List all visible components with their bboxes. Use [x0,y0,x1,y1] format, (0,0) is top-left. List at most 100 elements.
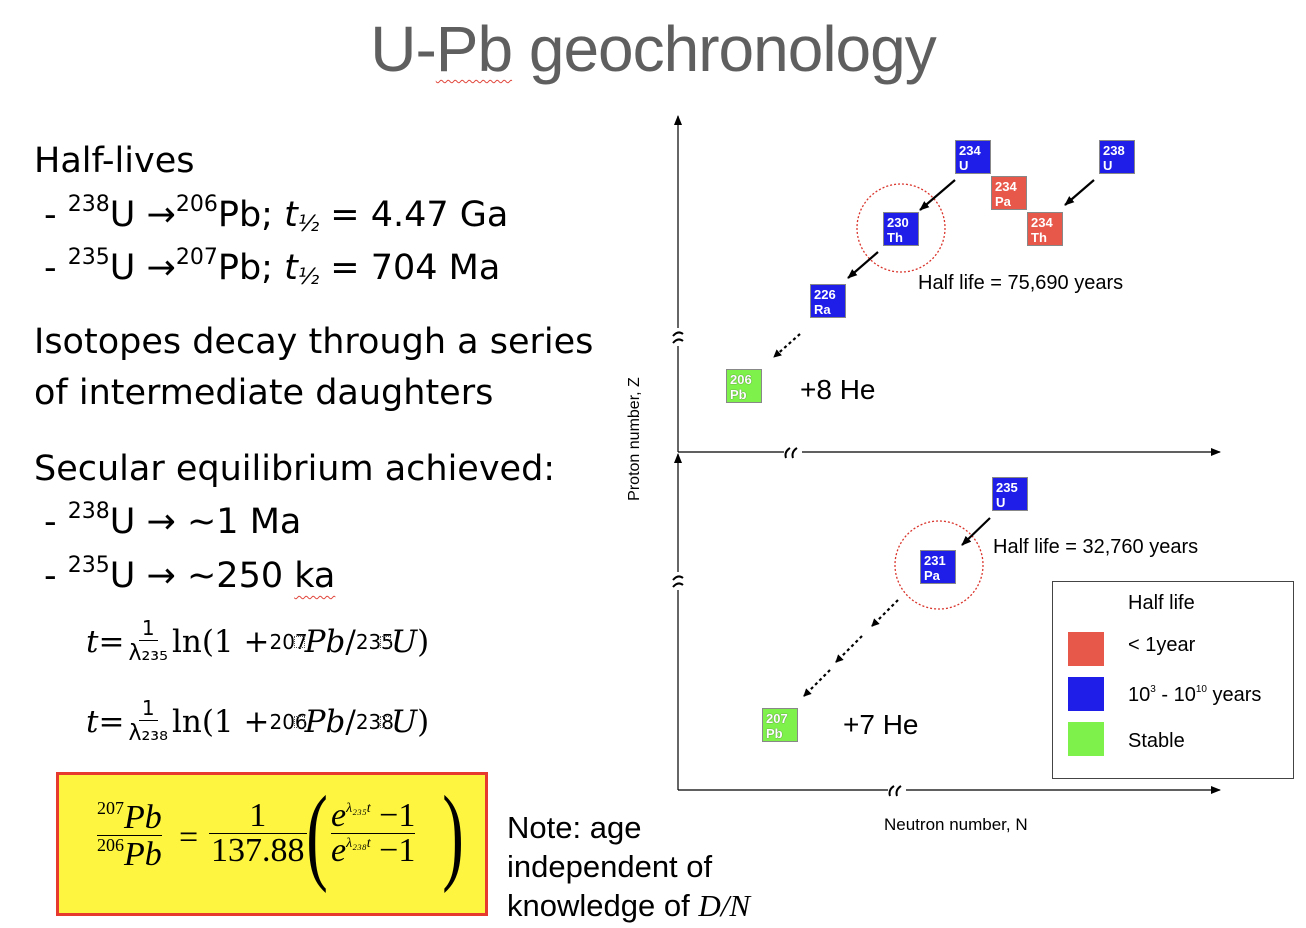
secular-line-238: - 238U → ~1 Ma [44,501,302,542]
element: U [109,556,147,596]
age-equation-235: t = 1 λ₂₃₅ ln(1 + 207 Pb / 235 U ) [86,618,429,665]
helium-label-upper: +8 He [800,374,876,405]
rhs-fraction: eλ₂₃₅t −1 eλ₂₃₈t −1 [331,797,416,869]
symbol-t: t [284,195,298,235]
value: ~250 [175,556,295,596]
arrow-icon: → [146,556,176,596]
isotope-u235: 235 U [992,477,1028,511]
arrow-dots-pb207 [803,669,831,697]
equals: = [98,703,125,740]
x-axis-label: Neutron number, N [884,815,1028,834]
exponent: λ₂₃₅t [346,801,371,816]
mass-number: 238 [355,709,394,734]
value: ~1 Ma [175,502,302,542]
dash: - [44,502,68,542]
mass-number: 238 [67,499,110,524]
slash: / [345,623,356,660]
note-line: Note: age [507,810,642,845]
mass-number: 235 [67,553,110,578]
arrow-icon: → [146,502,176,542]
element-symbol: Th [887,230,903,245]
secular-heading: Secular equilibrium achieved: [34,449,556,489]
isotope-pa234: 234 Pa [991,176,1027,210]
half-life-line-235: - 235U →207Pb; t½ = 704 Ma [44,247,500,290]
denominator: λ₂₃₅ [128,641,168,666]
element: Pb [304,623,346,660]
pb-pb-age-equation-box: 207Pb 206Pb = 1 137.88 ( eλ₂₃₅t −1 eλ₂₃₈… [56,772,488,916]
minus-one: −1 [370,797,416,834]
mass-number: 206 [97,835,124,855]
placeholder-box-icon [380,715,391,728]
secular-line-235: - 235U → ~250 ka [44,555,335,596]
equals-sign: = [179,819,199,856]
element: U [391,703,418,740]
isotope-pb207: 207 Pb [762,708,798,742]
arrow-pa231-dots [871,599,899,627]
legend-item-stable: Stable [1128,730,1185,752]
value: = 4.47 Ga [319,195,509,235]
arrow-icon: → [146,195,176,235]
half-life-legend: Half life < 1year 103 - 1010 years Stabl… [1052,581,1294,779]
mass-number: 207 [766,711,788,726]
element: Pb [124,836,162,873]
legend-part: 10 [1128,684,1151,706]
mass-number: 231 [924,553,946,568]
age-equation-238: t = 1 λ₂₃₈ ln(1 + 206 Pb / 238 U ) [86,698,429,745]
title-part-spellcheck: Pb [435,13,513,85]
paren: ) [417,703,430,740]
highlight-circle-pa231 [894,520,984,610]
legend-title: Half life [1128,592,1195,614]
lhs-fraction: 207Pb 206Pb [97,799,162,872]
mass-number: 207 [175,245,218,270]
note-line: independent of [507,849,713,884]
symbol-t: t [86,703,99,740]
decay-text-line2: of intermediate daughters [34,373,494,413]
isotope-u234: 234 U [955,140,991,174]
arrow-th230-ra226 [847,251,879,279]
note-italic-dn: D/N [698,888,750,923]
mass-number: 235 [67,245,110,270]
legend-part: years [1206,684,1262,706]
element-symbol: Pb [766,726,783,741]
arrow-u238-th234 [1064,179,1095,206]
mass-number: 238 [67,192,110,217]
legend-swatch-blue [1068,677,1104,711]
denominator: eλ₂₃₈t −1 [331,832,416,869]
placeholder-box-icon [293,635,305,648]
denominator: λ₂₃₈ [128,721,168,746]
element: U [391,623,418,660]
right-paren-icon: ) [442,775,464,894]
element: Pb; [217,195,285,235]
arrow-ra226-pb206 [773,333,801,358]
arrow-icon: → [146,248,176,288]
mass-number: 206 [730,372,752,387]
numerator: 207Pb [97,799,162,835]
ln: ln(1 + [171,703,270,740]
numerator: 1 [249,797,267,834]
mass-number: 207 [269,629,308,654]
half-subscript: ½ [297,265,320,290]
equals: = [98,623,125,660]
dash: - [44,195,68,235]
element: Pb; [217,248,285,288]
denominator: 137.88 [209,832,307,869]
mass-number: 234 [995,179,1017,194]
fraction: 1 λ₂₃₅ [128,618,167,665]
isotope-th234: 234 Th [1027,212,1063,246]
fraction: 1 λ₂₃₈ [128,698,167,745]
element-symbol: U [959,158,969,173]
legend-item-lt-1year: < 1year [1128,634,1196,656]
mass-number: 234 [1031,215,1053,230]
element: U [109,248,147,288]
mass-number: 234 [959,143,981,158]
e: e [331,797,347,834]
note-line: knowledge of D/N [507,886,750,925]
placeholder-box-icon [380,635,391,648]
note-text: Note: age independent of knowledge of D/… [507,808,750,925]
page-title: U-Pb geochronology [0,12,1306,86]
mass-number: 235 [996,480,1018,495]
element-symbol: Pa [995,194,1011,209]
legend-exp: 10 [1195,684,1207,695]
minus-one: −1 [370,832,416,869]
